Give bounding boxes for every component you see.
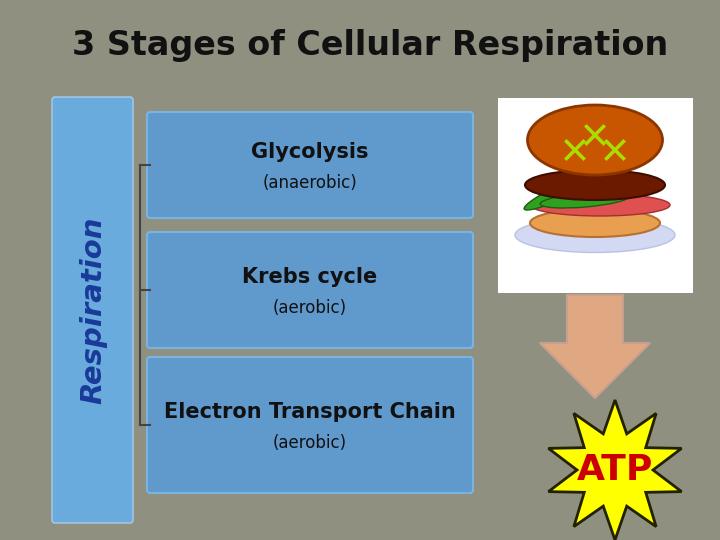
Ellipse shape xyxy=(524,170,606,210)
Text: ATP: ATP xyxy=(577,453,653,487)
Ellipse shape xyxy=(540,192,630,208)
Text: Glycolysis: Glycolysis xyxy=(251,142,369,162)
Text: Electron Transport Chain: Electron Transport Chain xyxy=(164,402,456,422)
Text: (anaerobic): (anaerobic) xyxy=(263,174,357,192)
Polygon shape xyxy=(540,295,650,398)
Text: Respiration: Respiration xyxy=(79,216,107,404)
FancyBboxPatch shape xyxy=(52,97,133,523)
Polygon shape xyxy=(549,400,682,540)
Ellipse shape xyxy=(525,170,665,200)
FancyBboxPatch shape xyxy=(498,98,693,293)
Text: (aerobic): (aerobic) xyxy=(273,434,347,452)
FancyBboxPatch shape xyxy=(147,357,473,493)
Text: Krebs cycle: Krebs cycle xyxy=(243,267,377,287)
Ellipse shape xyxy=(530,209,660,237)
Text: 3 Stages of Cellular Respiration: 3 Stages of Cellular Respiration xyxy=(72,29,668,62)
Text: (aerobic): (aerobic) xyxy=(273,299,347,317)
Ellipse shape xyxy=(530,194,670,216)
Ellipse shape xyxy=(515,218,675,253)
Ellipse shape xyxy=(528,105,662,175)
FancyBboxPatch shape xyxy=(147,112,473,218)
FancyBboxPatch shape xyxy=(147,232,473,348)
